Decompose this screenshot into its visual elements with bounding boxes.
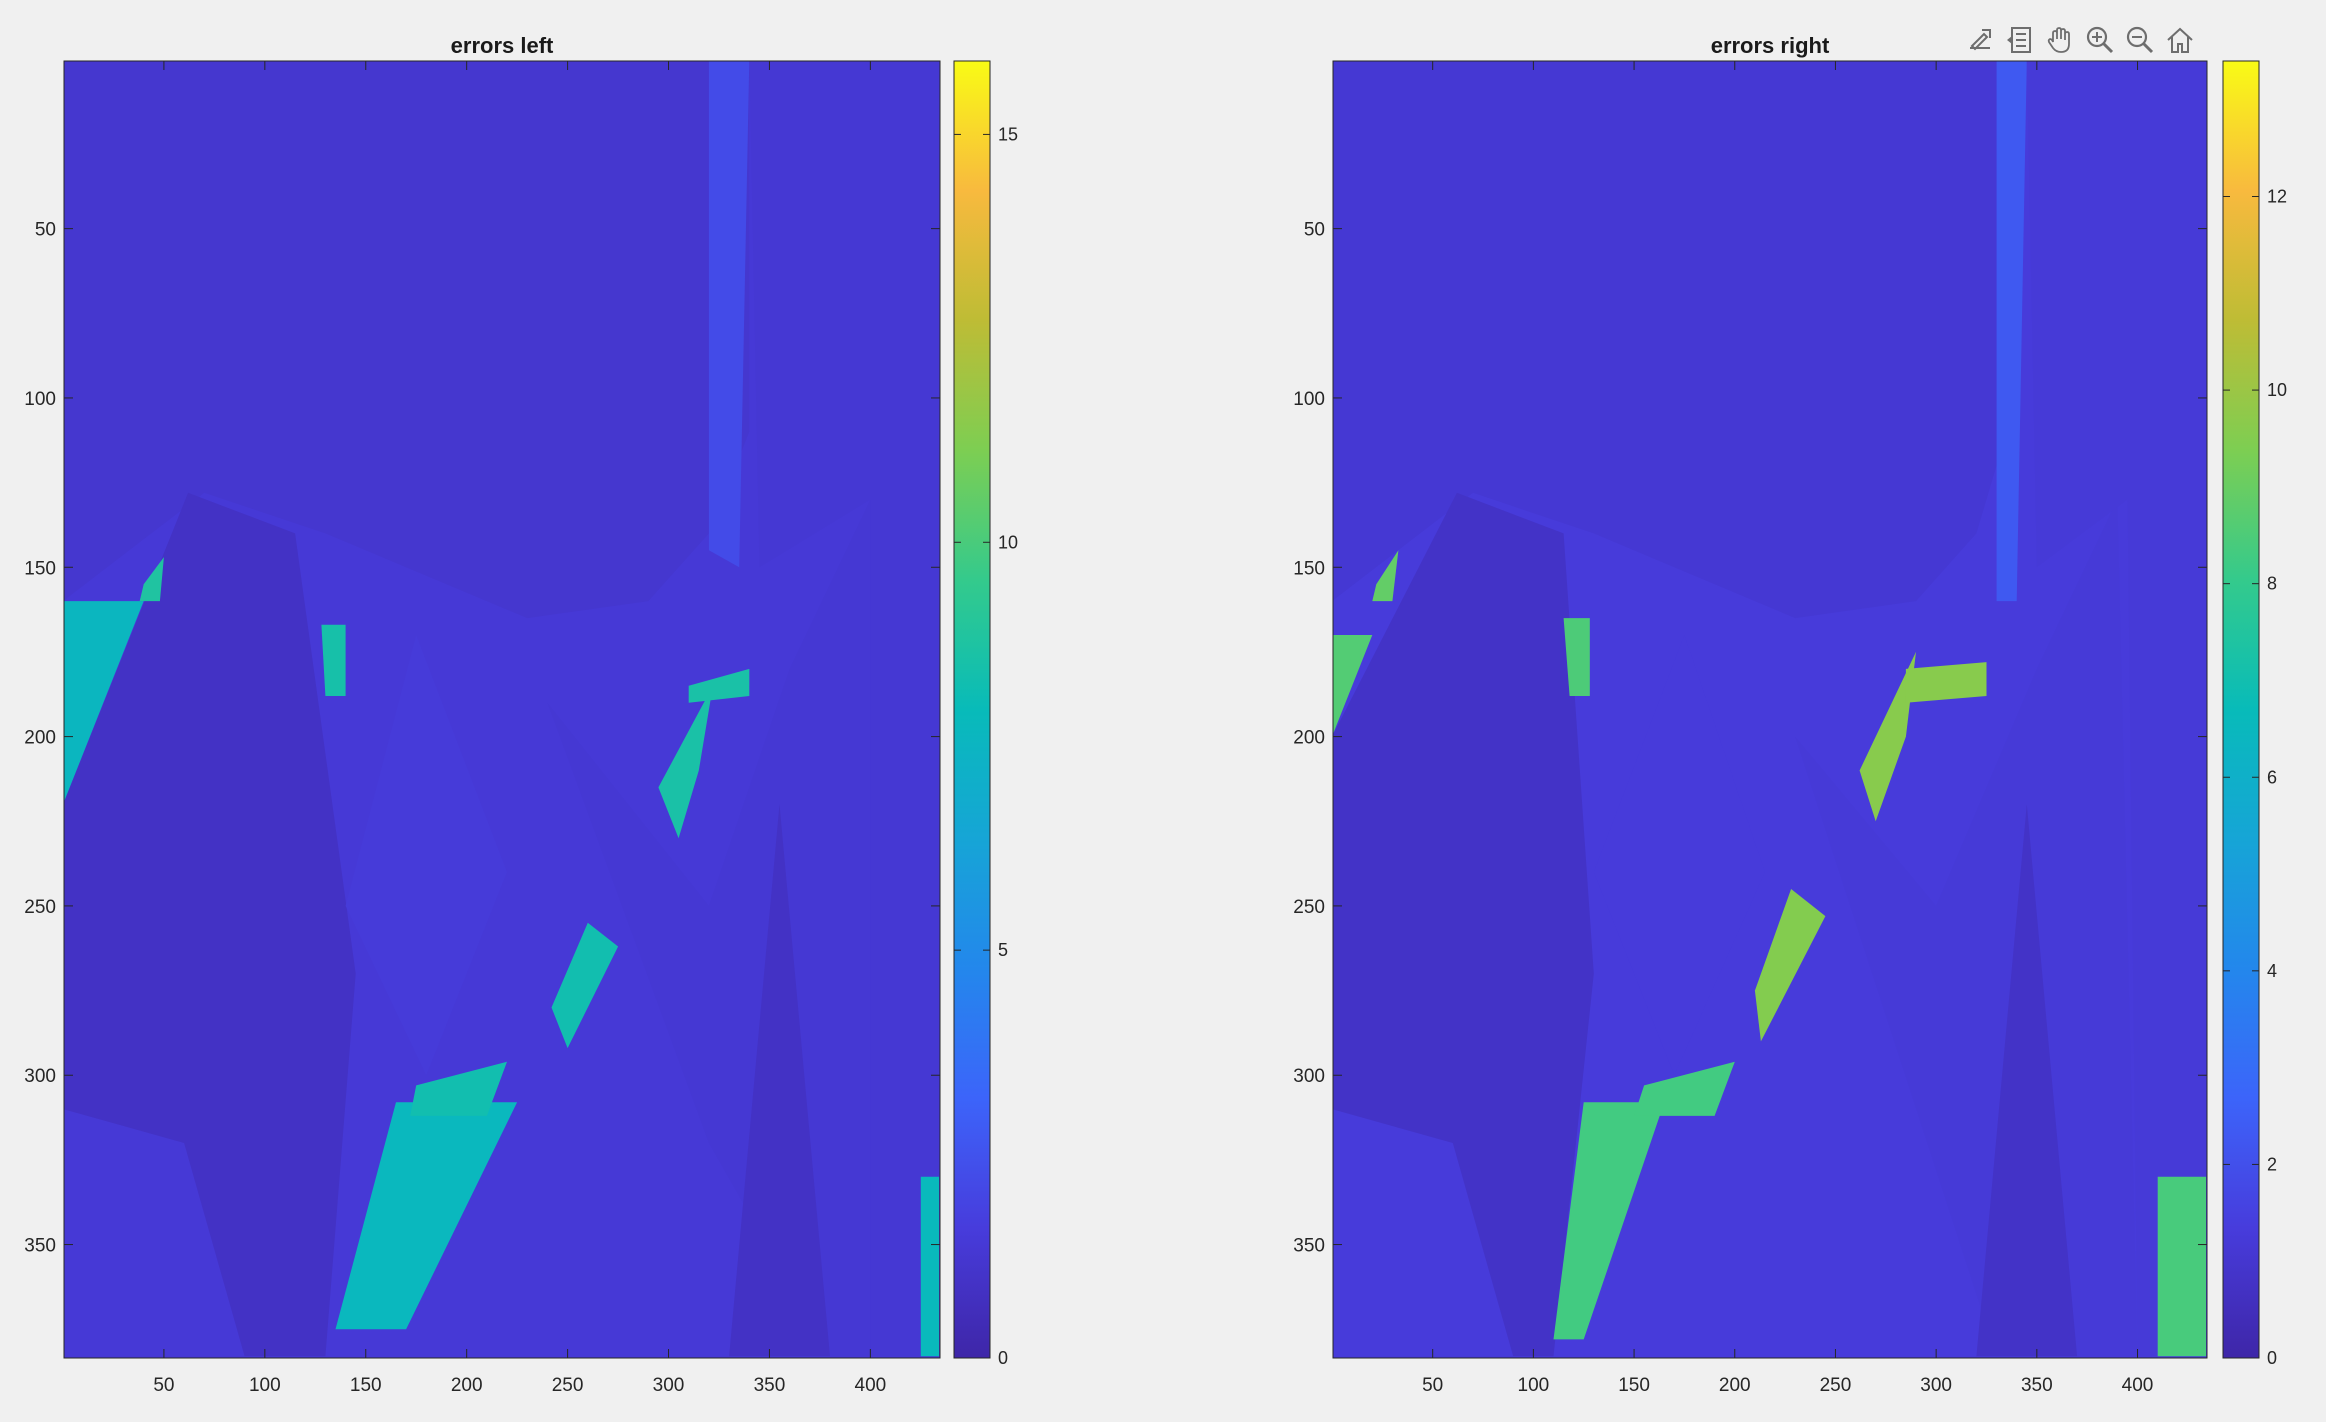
heatmap-region bbox=[1593, 635, 1765, 1076]
colorbar-tick-label: 0 bbox=[2267, 1348, 2277, 1368]
export-icon bbox=[1970, 29, 1991, 51]
zoom-in-button[interactable] bbox=[2082, 22, 2118, 58]
heatmap-image bbox=[64, 61, 940, 1358]
colorbar-tick-label: 0 bbox=[998, 1348, 1008, 1368]
heatmap-region bbox=[1333, 1109, 1514, 1357]
colorbar: 0 5 10 15 bbox=[953, 60, 1018, 1368]
heatmap-region bbox=[64, 1109, 245, 1357]
heatmap-region bbox=[139, 557, 164, 602]
x-tick-label: 200 bbox=[1719, 1375, 1751, 1396]
colorbar-tick-label: 10 bbox=[998, 532, 1018, 552]
colorbar: 0 2 4 6 8 10 12 bbox=[2222, 60, 2287, 1368]
y-tick-label: 100 bbox=[24, 389, 56, 410]
heatmap-region bbox=[1333, 61, 2007, 619]
heatmap-region bbox=[729, 804, 830, 1357]
colorbar-tick-label: 6 bbox=[2267, 767, 2277, 787]
colorbar-tick-label: 15 bbox=[998, 124, 1018, 144]
heatmap-region bbox=[1976, 804, 2078, 1357]
y-tick-label: 200 bbox=[24, 728, 56, 749]
y-tick-label: 300 bbox=[24, 1066, 56, 1087]
heatmap-region bbox=[321, 624, 346, 696]
x-tick-label: 50 bbox=[153, 1375, 174, 1396]
zoom-out-icon bbox=[2126, 26, 2154, 54]
y-tick-label: 50 bbox=[1304, 220, 1325, 241]
heatmap-image bbox=[1333, 61, 2207, 1358]
y-tick-label: 150 bbox=[24, 558, 56, 579]
y-tick-label: 150 bbox=[1293, 558, 1325, 579]
y-tick-label: 300 bbox=[1293, 1066, 1325, 1087]
x-tick-label: 150 bbox=[350, 1375, 382, 1396]
y-tick-label: 350 bbox=[24, 1236, 56, 1257]
plot-title: errors right bbox=[1711, 33, 1830, 58]
y-tick-label: 200 bbox=[1293, 728, 1325, 749]
zoom-in-icon bbox=[2086, 26, 2114, 54]
zoom-out-button[interactable] bbox=[2122, 22, 2158, 58]
data-tips-button[interactable] bbox=[2002, 22, 2038, 58]
colorbar-tick-label: 2 bbox=[2267, 1154, 2277, 1174]
x-tick-label: 400 bbox=[855, 1375, 887, 1396]
x-tick-label: 300 bbox=[653, 1375, 685, 1396]
heatmap-region bbox=[1996, 61, 2027, 602]
x-tick-label: 100 bbox=[249, 1375, 281, 1396]
x-tick-label: 200 bbox=[451, 1375, 483, 1396]
heatmap-region bbox=[1859, 651, 1916, 822]
heatmap-region bbox=[64, 61, 750, 619]
y-tick-label: 250 bbox=[1293, 897, 1325, 918]
heatmap-region bbox=[1634, 1061, 1735, 1116]
x-tick-label: 350 bbox=[2021, 1375, 2053, 1396]
colorbar-tick-label: 5 bbox=[998, 940, 1008, 960]
pan-icon bbox=[2047, 27, 2070, 53]
x-tick-label: 400 bbox=[2122, 1375, 2154, 1396]
data-tips-icon bbox=[2007, 27, 2031, 53]
export-button[interactable] bbox=[1962, 22, 1998, 58]
x-tick-label: 300 bbox=[1920, 1375, 1952, 1396]
heatmap-region bbox=[658, 685, 713, 839]
home-icon bbox=[2167, 27, 2193, 53]
y-tick-label: 100 bbox=[1293, 389, 1325, 410]
colorbar-tick-label: 12 bbox=[2267, 187, 2287, 207]
heatmap-region bbox=[1333, 635, 1373, 735]
heatmap-region bbox=[688, 668, 750, 703]
y-tick-label: 50 bbox=[35, 220, 56, 241]
axes-box bbox=[63, 60, 941, 1359]
heatmap-region bbox=[920, 1176, 939, 1357]
colorbar-gradient bbox=[953, 60, 991, 1359]
colorbar-tick-label: 8 bbox=[2267, 574, 2277, 594]
heatmap-region bbox=[410, 1061, 507, 1116]
y-tick-label: 250 bbox=[24, 897, 56, 918]
y-tick-label: 350 bbox=[1293, 1236, 1325, 1257]
heatmap-region bbox=[749, 61, 939, 1357]
x-tick-label: 150 bbox=[1618, 1375, 1650, 1396]
heatmap-region bbox=[1372, 550, 1399, 602]
heatmap-region bbox=[551, 922, 619, 1049]
x-tick-label: 350 bbox=[754, 1375, 786, 1396]
home-button[interactable] bbox=[2162, 22, 2198, 58]
heatmap-region bbox=[1553, 1102, 1665, 1340]
heatmap-region bbox=[708, 61, 750, 568]
heatmap-region bbox=[335, 1102, 518, 1330]
axes-right: 50 100 150 200 250 300 350 40050100150200250300… bbox=[1293, 33, 2287, 1396]
colorbar-tick-label: 4 bbox=[2267, 961, 2277, 981]
heatmap-region bbox=[2157, 1176, 2206, 1357]
x-tick-label: 250 bbox=[1820, 1375, 1852, 1396]
colorbar-gradient bbox=[2222, 60, 2260, 1359]
x-tick-label: 100 bbox=[1518, 1375, 1550, 1396]
heatmap-region bbox=[1754, 889, 1826, 1042]
plot-title: errors left bbox=[451, 33, 554, 58]
heatmap-region bbox=[345, 635, 507, 1076]
axes-toolbar bbox=[1962, 20, 2198, 60]
axes-box bbox=[1332, 60, 2208, 1359]
x-tick-label: 250 bbox=[552, 1375, 584, 1396]
pan-button[interactable] bbox=[2042, 22, 2078, 58]
colorbar-tick-label: 10 bbox=[2267, 380, 2287, 400]
x-tick-label: 50 bbox=[1422, 1375, 1443, 1396]
axes-left: 50 100 150 200 250 300 350 40050100150200250300… bbox=[24, 33, 1018, 1396]
heatmap-region bbox=[64, 601, 144, 802]
heatmap-region bbox=[2026, 61, 2206, 1357]
heatmap-region bbox=[1905, 662, 1987, 703]
heatmap-region bbox=[1563, 618, 1590, 696]
